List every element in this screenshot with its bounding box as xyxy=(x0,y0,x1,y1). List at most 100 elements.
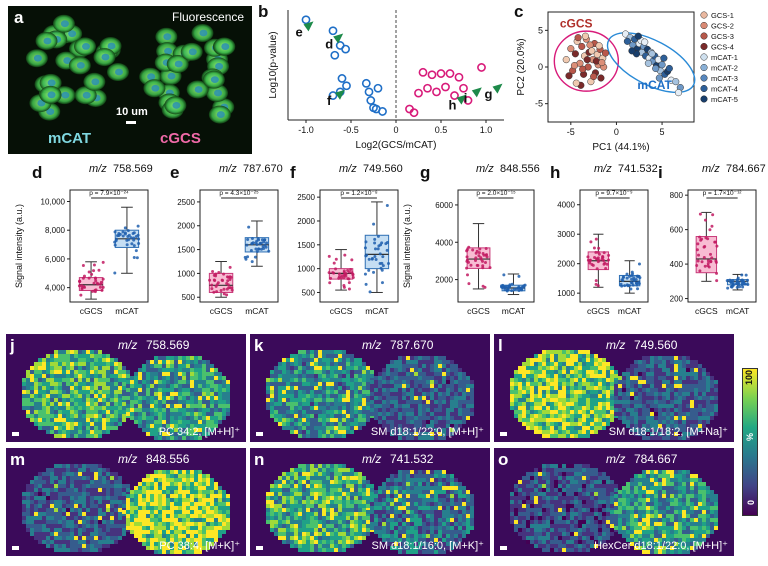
pixel xyxy=(602,362,606,366)
pixel xyxy=(350,402,354,406)
pixel xyxy=(70,504,74,508)
pixel xyxy=(70,350,74,354)
pixel xyxy=(430,400,434,404)
pixel xyxy=(98,410,102,414)
pixel xyxy=(570,426,574,430)
pixel xyxy=(54,504,58,508)
pixel xyxy=(118,524,122,528)
pixel xyxy=(194,498,198,502)
pixel xyxy=(458,400,462,404)
pixel xyxy=(670,372,674,376)
pixel xyxy=(110,378,114,382)
pixel xyxy=(50,536,54,540)
pixel xyxy=(554,382,558,386)
pixel xyxy=(122,386,126,390)
pixel xyxy=(158,436,162,440)
pixel xyxy=(26,500,30,504)
pixel xyxy=(94,398,98,402)
pixel xyxy=(66,484,70,488)
data-point xyxy=(477,63,486,72)
pixel xyxy=(62,512,66,516)
pixel xyxy=(406,436,410,440)
pixel xyxy=(282,414,286,418)
p-value-label: p = 7.9×10⁻²⁴ xyxy=(89,190,129,197)
pixel xyxy=(306,488,310,492)
pixel xyxy=(110,536,114,540)
jitter-point xyxy=(476,264,480,268)
pixel xyxy=(70,378,74,382)
category-label: mCAT xyxy=(365,306,388,316)
pixel xyxy=(426,364,430,368)
pixel xyxy=(298,406,302,410)
pixel xyxy=(654,356,658,360)
pixel xyxy=(422,436,426,440)
pixel xyxy=(70,484,74,488)
pixel xyxy=(346,394,350,398)
pixel xyxy=(78,358,82,362)
pixel xyxy=(570,406,574,410)
pixel xyxy=(654,396,658,400)
pixel xyxy=(198,534,202,538)
pixel xyxy=(58,382,62,386)
jitter-point xyxy=(249,249,253,253)
pixel xyxy=(190,404,194,408)
pixel xyxy=(174,482,178,486)
pixel xyxy=(278,484,282,488)
pixel xyxy=(562,378,566,382)
pixel xyxy=(446,416,450,420)
pixel xyxy=(342,410,346,414)
pixel xyxy=(346,422,350,426)
pixel xyxy=(694,432,698,436)
pixel xyxy=(466,412,470,416)
pixel xyxy=(66,366,70,370)
pixel xyxy=(338,398,342,402)
pixel xyxy=(358,386,362,390)
pixel xyxy=(274,492,278,496)
pixel xyxy=(86,418,90,422)
pixel xyxy=(658,420,662,424)
pixel xyxy=(58,476,62,480)
pixel xyxy=(186,538,190,542)
pixel xyxy=(362,362,366,366)
pixel xyxy=(86,532,90,536)
pixel xyxy=(310,350,314,354)
pixel xyxy=(626,396,630,400)
pixel xyxy=(318,390,322,394)
pixel xyxy=(226,526,230,530)
pixel xyxy=(214,506,218,510)
pixel xyxy=(70,386,74,390)
jitter-point xyxy=(515,287,519,291)
pixel xyxy=(642,380,646,384)
pixel xyxy=(542,406,546,410)
pixel xyxy=(290,406,294,410)
pixel xyxy=(606,382,610,386)
pixel xyxy=(66,394,70,398)
pixel xyxy=(302,370,306,374)
pixel xyxy=(58,362,62,366)
pixel xyxy=(98,480,102,484)
pixel xyxy=(154,494,158,498)
pixel xyxy=(66,374,70,378)
pixel xyxy=(270,496,274,500)
pixel xyxy=(54,378,58,382)
pixel xyxy=(142,542,146,546)
pixel xyxy=(54,414,58,418)
pixel xyxy=(102,496,106,500)
pixel xyxy=(434,400,438,404)
pixel xyxy=(294,358,298,362)
pixel xyxy=(30,382,34,386)
pixel xyxy=(194,360,198,364)
pixel xyxy=(102,488,106,492)
pixel xyxy=(294,406,298,410)
pixel xyxy=(342,476,346,480)
pixel xyxy=(54,508,58,512)
pixel xyxy=(102,476,106,480)
pixel xyxy=(114,426,118,430)
pixel xyxy=(122,396,126,400)
pixel xyxy=(570,430,574,434)
pixel xyxy=(214,424,218,428)
pixel xyxy=(114,524,118,528)
pixel xyxy=(114,516,118,520)
pixel xyxy=(294,414,298,418)
pixel xyxy=(518,382,522,386)
